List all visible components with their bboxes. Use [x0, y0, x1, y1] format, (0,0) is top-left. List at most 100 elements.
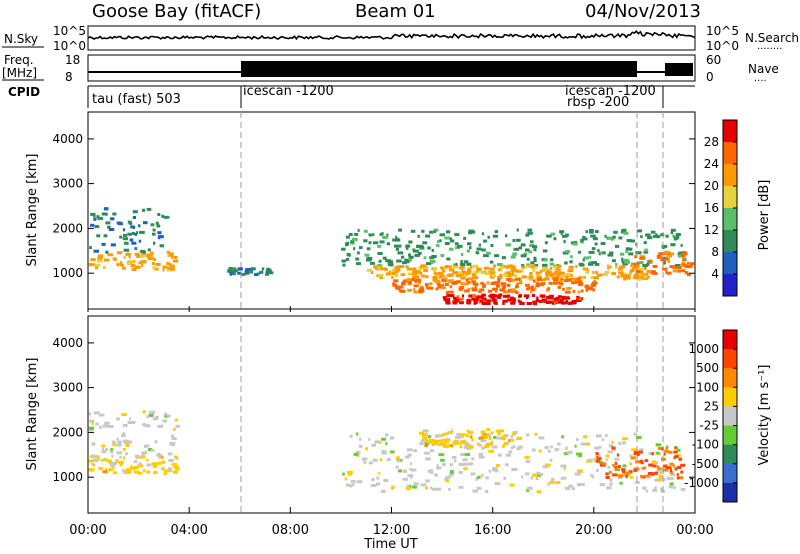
heatmap-cell: [510, 288, 516, 292]
heatmap-cell: [105, 221, 111, 225]
heatmap-cell: [397, 251, 404, 255]
heatmap-cell: [607, 253, 613, 257]
heatmap-cell: [161, 214, 164, 218]
heatmap-cell: [605, 434, 608, 437]
heatmap-cell: [483, 283, 486, 287]
heatmap-cell: [467, 444, 471, 448]
heatmap-cell: [524, 455, 530, 459]
heatmap-cell: [248, 270, 251, 273]
heatmap-cell: [621, 441, 626, 445]
heatmap-cell: [368, 437, 371, 441]
heatmap-cell: [357, 228, 360, 232]
heatmap-cell: [557, 268, 561, 272]
heatmap-cell: [169, 441, 176, 445]
heatmap-cell: [396, 265, 403, 269]
heatmap-cell: [237, 271, 242, 275]
heatmap-cell: [513, 268, 517, 272]
heatmap-cell: [407, 453, 412, 457]
heatmap-cell: [420, 264, 425, 268]
heatmap-cell: [576, 438, 579, 442]
heatmap-cell: [622, 262, 628, 266]
heatmap-cell: [138, 224, 141, 228]
heatmap-cell: [578, 297, 582, 301]
heatmap-cell: [490, 431, 494, 435]
nave-tick-bottom: 0: [706, 70, 714, 84]
heatmap-cell: [554, 266, 558, 269]
heatmap-cell: [418, 290, 424, 294]
heatmap-cell: [483, 266, 490, 270]
heatmap-cell: [122, 228, 125, 232]
heatmap-cell: [658, 447, 664, 450]
heatmap-cell: [107, 225, 111, 229]
heatmap-cell: [449, 472, 454, 475]
heatmap-cell: [347, 253, 351, 257]
heatmap-cell: [620, 230, 625, 234]
heatmap-cell: [495, 429, 500, 433]
heatmap-cell: [565, 446, 568, 450]
heatmap-cell: [677, 252, 680, 256]
heatmap-cell: [140, 249, 146, 253]
heatmap-cell: [422, 429, 429, 433]
date-title: 04/Nov/2013: [585, 1, 701, 22]
heatmap-cell: [663, 261, 666, 265]
heatmap-cell: [448, 473, 454, 477]
heatmap-cell: [98, 425, 102, 429]
heatmap-cell: [617, 465, 621, 468]
heatmap-cell: [678, 251, 684, 255]
power-cbar-label: Power [dB]: [757, 180, 772, 251]
heatmap-cell: [623, 471, 627, 474]
heatmap-cell: [426, 286, 430, 290]
heatmap-cell: [564, 279, 569, 282]
heatmap-cell: [505, 453, 511, 457]
heatmap-cell: [526, 302, 529, 306]
heatmap-cell: [166, 262, 169, 265]
heatmap-cell: [488, 449, 494, 453]
heatmap-cell: [146, 470, 151, 474]
heatmap-cell: [167, 262, 171, 266]
heatmap-cell: [171, 434, 175, 438]
heatmap-cell: [354, 232, 359, 236]
heatmap-cell: [432, 278, 438, 282]
heatmap-cell: [510, 265, 516, 269]
heatmap-cell: [168, 253, 174, 257]
heatmap-cell: [559, 298, 564, 302]
heatmap-cell: [138, 462, 142, 466]
heatmap-cell: [139, 254, 145, 258]
heatmap-cell: [528, 275, 534, 279]
heatmap-cell: [110, 243, 116, 247]
heatmap-cell: [525, 283, 530, 287]
heatmap-cell: [621, 257, 624, 261]
heatmap-cell: [487, 235, 490, 239]
heatmap-cell: [612, 463, 615, 467]
heatmap-cell: [580, 240, 584, 244]
heatmap-cell: [479, 443, 482, 447]
heatmap-cell: [643, 241, 647, 245]
heatmap-cell: [503, 294, 509, 298]
heatmap-cell: [565, 296, 570, 300]
heatmap-cell: [405, 265, 409, 269]
heatmap-cell: [133, 460, 138, 464]
heatmap-cell: [470, 472, 476, 476]
heatmap-cell: [502, 434, 506, 438]
heatmap-cell: [536, 281, 539, 285]
heatmap-cell: [575, 277, 581, 281]
heatmap-cell: [392, 238, 396, 242]
heatmap-cell: [446, 440, 449, 443]
heatmap-cell: [472, 273, 477, 276]
heatmap-cell: [507, 264, 513, 268]
heatmap-cell: [93, 214, 96, 218]
heatmap-cell: [656, 465, 660, 469]
heatmap-cell: [475, 297, 480, 301]
heatmap-cell: [398, 469, 402, 473]
heatmap-cell: [492, 294, 497, 298]
heatmap-cell: [619, 265, 626, 269]
heatmap-cell: [449, 285, 453, 289]
heatmap-cell: [484, 272, 490, 276]
heatmap-cell: [376, 266, 383, 270]
heatmap-cell: [120, 434, 126, 438]
heatmap-cell: [539, 269, 543, 273]
heatmap-cell: [385, 272, 391, 276]
heatmap-cell: [529, 272, 533, 275]
heatmap-cell: [471, 280, 476, 284]
heatmap-cell: [420, 286, 424, 290]
